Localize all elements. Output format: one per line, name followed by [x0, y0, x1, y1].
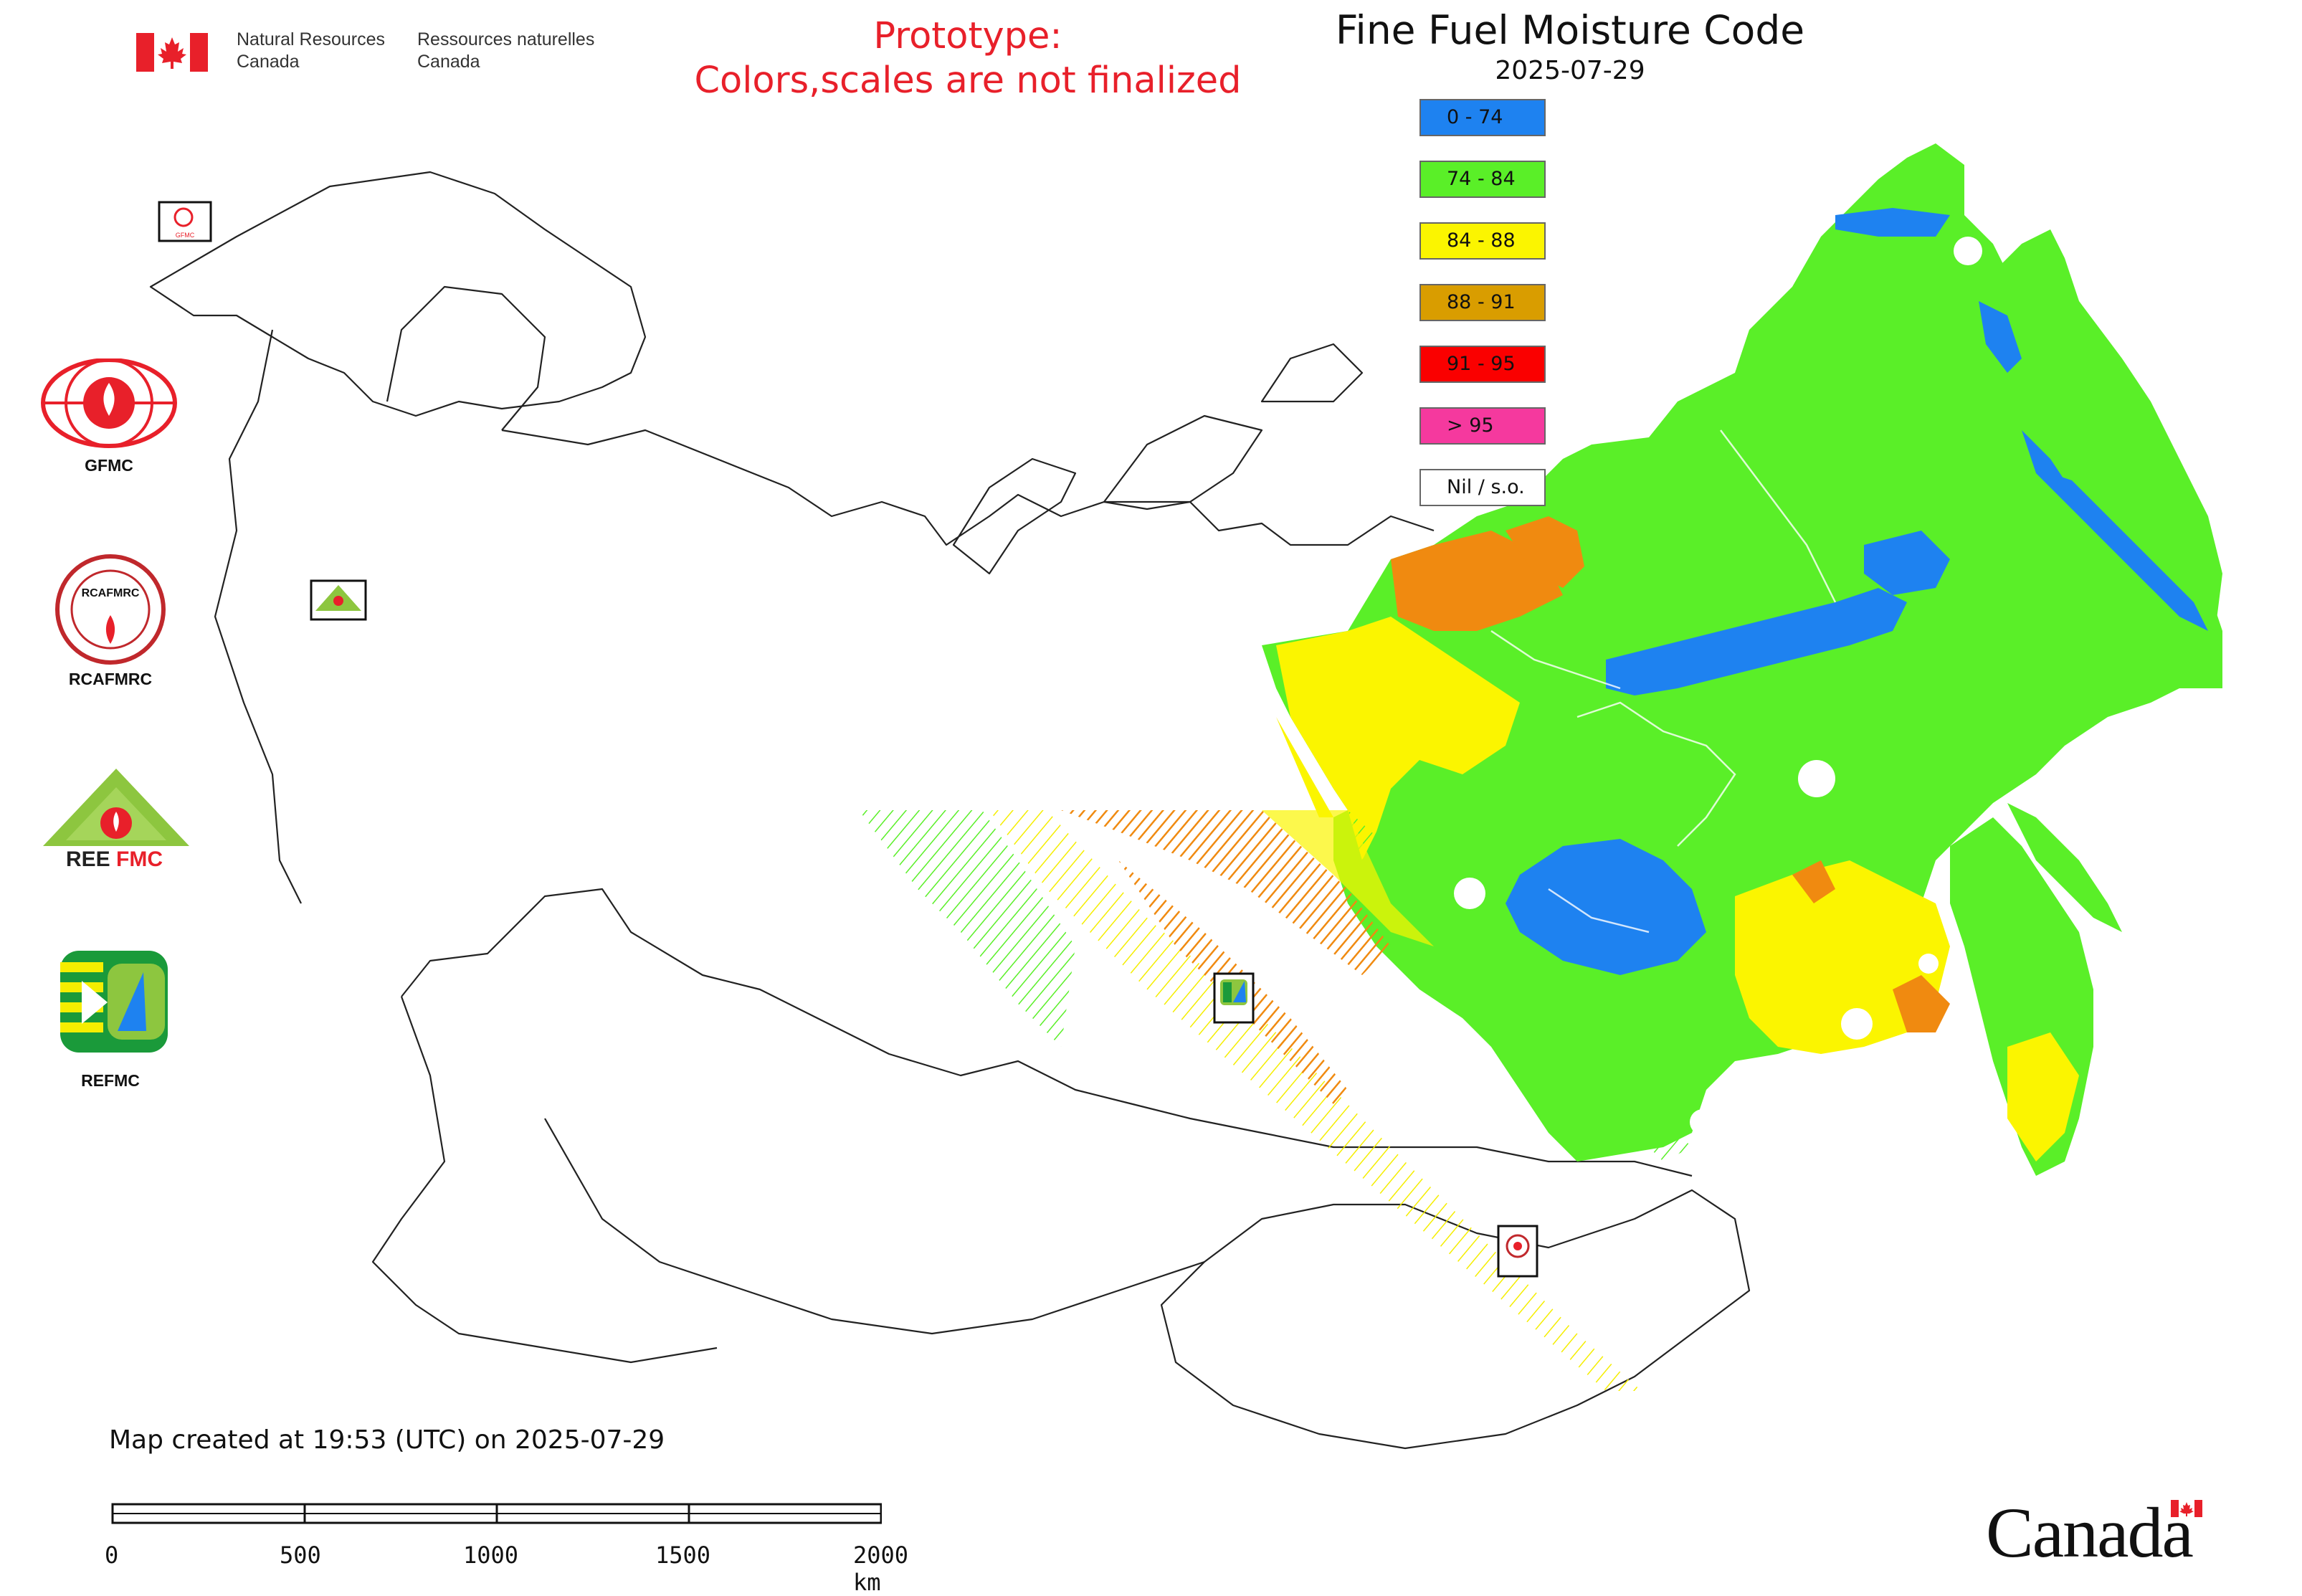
map-marker-rcafmrc: [1497, 1225, 1538, 1278]
prototype-notice-line2: Colors,scales are not finalized: [694, 60, 1242, 102]
scale-label-500: 500: [280, 1542, 321, 1569]
reefmc-logo: REE FMC: [43, 769, 189, 871]
legend-item: 74 - 84: [1419, 161, 1546, 198]
nrcan-signature: Natural Resources Canada Ressources natu…: [136, 27, 609, 77]
svg-text:GFMC: GFMC: [176, 232, 195, 239]
aldan-blue: [1506, 839, 1706, 975]
map-date: 2025-07-29: [1495, 56, 1645, 85]
legend-item: 84 - 88: [1419, 222, 1546, 260]
map-marker-refmc: [1213, 972, 1255, 1024]
caspian-outline: [371, 996, 718, 1364]
rcafmrc-logo: RCAFMRC: [55, 554, 166, 665]
org-name-fr-line1: Ressources naturelles: [417, 29, 595, 49]
russia-north-coast: [501, 429, 1435, 546]
streak-region-orange: [1061, 810, 1391, 975]
canada-wordmark: Canada: [1986, 1491, 2202, 1574]
severnaya-zemlya: [1260, 343, 1364, 403]
yakutia-blue-2: [1864, 531, 1950, 595]
canada-flag-icon: [136, 33, 208, 72]
refmc-logo: [60, 951, 168, 1053]
prototype-notice-line1: Prototype:: [873, 15, 1062, 57]
canada-wordmark-text: Canada: [1986, 1493, 2194, 1572]
prototype-notice: Prototype: Colors,scales are not finaliz…: [645, 14, 1290, 103]
svg-text:RCAFMRC: RCAFMRC: [82, 587, 140, 599]
rivers: [1490, 429, 1837, 934]
kamchatka: [1993, 229, 2222, 631]
kazakhstan-outline: [401, 888, 1693, 1177]
map-title: Fine Fuel Moisture Code: [1335, 7, 1805, 53]
gfmc-logo: [41, 358, 177, 448]
ffmc-yellow-west: [1276, 617, 1520, 860]
scale-bar-graphic: [111, 1503, 882, 1524]
russia-west-outline: [214, 329, 302, 904]
refmc-logo-label: REFMC: [81, 1071, 140, 1090]
legend-item: 91 - 95: [1419, 346, 1546, 383]
ffmc-yellow-southeast: [1735, 860, 1950, 1054]
map-created-note: Map created at 19:53 (UTC) on 2025-07-29: [109, 1425, 665, 1455]
scandinavia-outline: [149, 171, 647, 417]
streak-band-yellow: [1262, 810, 1434, 946]
svg-text:FMC: FMC: [116, 847, 163, 871]
streak-band-yellow-main: [1276, 717, 1333, 817]
scale-label-2000: 2000 km: [853, 1542, 909, 1596]
legend-item: 88 - 91: [1419, 284, 1546, 321]
scale-label-1000: 1000: [463, 1542, 519, 1569]
country-outlines: [149, 171, 1751, 1450]
gfmc-logo-label: GFMC: [85, 456, 133, 475]
scale-label-1500: 1500: [655, 1542, 711, 1569]
yakutia-blue-1: [1606, 588, 1907, 695]
streak-band-green: [1333, 810, 1692, 1162]
ffmc-orange-2: [1506, 516, 1584, 588]
svg-text:REE: REE: [66, 847, 110, 871]
central-asia-outline: [544, 1118, 1205, 1335]
finland-outline: [386, 285, 546, 431]
taymyr: [1103, 414, 1263, 503]
rcafmrc-logo-label: RCAFMRC: [68, 670, 153, 688]
org-name-en-line1: Natural Resources: [237, 29, 386, 49]
wordmark-flag-icon: [2171, 1500, 2202, 1517]
primorye-yellow: [2007, 1032, 2079, 1162]
novaya-zemlya: [952, 457, 1077, 575]
ffmc-orange-amur: [1792, 860, 1835, 903]
legend-item: > 95: [1419, 407, 1546, 445]
streak-region-green: [859, 810, 1075, 1047]
anadyr-blue: [1979, 301, 2022, 373]
sakhalin: [2007, 803, 2122, 932]
scale-label-0: 0: [105, 1542, 119, 1569]
map-marker-reefmc: [310, 579, 367, 621]
no-data-spots: [1454, 237, 1982, 1135]
ffmc-orange-southeast: [1893, 975, 1950, 1032]
kamchatka-blue-2: [2050, 473, 2208, 631]
legend-item: Nil / s.o.: [1419, 469, 1546, 506]
map-marker-gfmc: GFMC: [158, 201, 212, 242]
streak-region-yellow: [989, 810, 1642, 1391]
org-name-en-line2: Canada: [237, 52, 300, 72]
legend-item: 0 - 74: [1419, 99, 1546, 136]
chukotka-blue: [1835, 208, 1950, 237]
org-name-fr-line2: Canada: [417, 52, 480, 72]
ffmc-orange-taymyr: [1391, 531, 1563, 631]
